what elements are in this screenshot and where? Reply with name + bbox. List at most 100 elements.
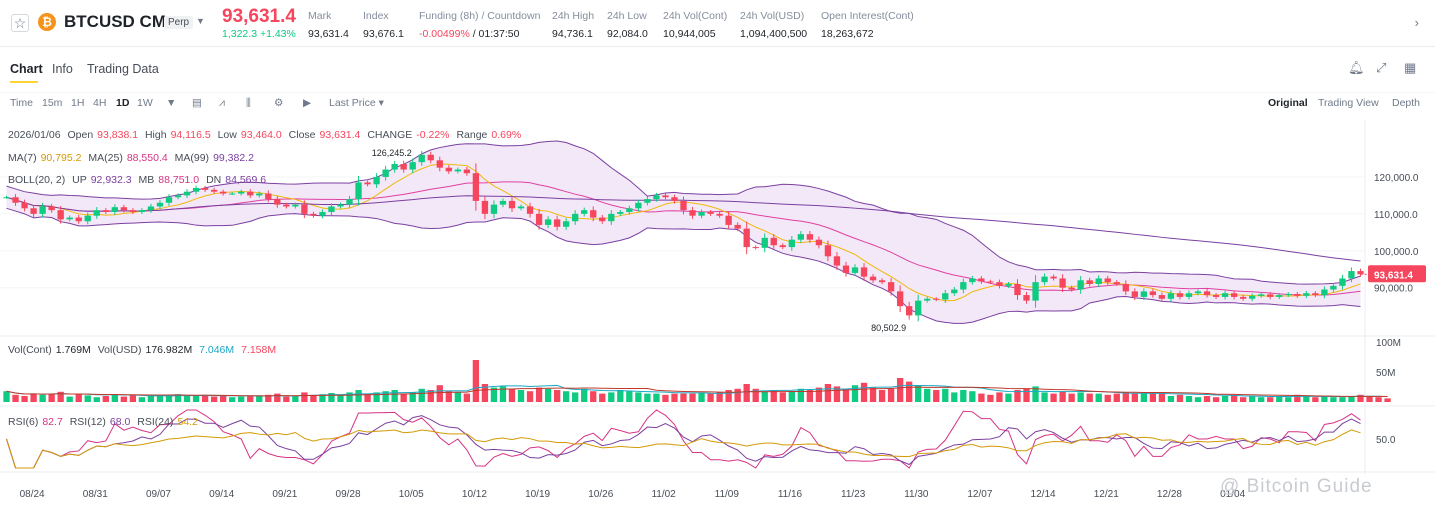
candle-body <box>1104 278 1111 283</box>
boll-dn-value: 84,569.6 <box>225 174 267 186</box>
candle-body <box>156 202 164 207</box>
candle-body <box>1095 278 1102 284</box>
volume-bar <box>1303 396 1310 402</box>
volume-ma-line <box>6 386 1388 397</box>
tab-chart[interactable]: Chart <box>10 62 43 76</box>
candle-body <box>238 191 245 194</box>
volume-bar <box>490 387 498 402</box>
candle-body <box>1059 278 1066 288</box>
volume-bar <box>716 392 723 402</box>
candle-body <box>662 195 669 198</box>
volume-bar <box>1005 393 1012 402</box>
fullscreen-icon[interactable]: ⤢ <box>1376 60 1387 75</box>
candle-body <box>608 213 615 222</box>
stat-value: 93,631.4 <box>308 28 349 40</box>
candle-body <box>382 169 389 177</box>
view-trading-view[interactable]: Trading View <box>1318 97 1379 109</box>
header-expand-icon[interactable]: › <box>1414 15 1419 30</box>
candle-body <box>301 204 308 214</box>
candle-body <box>653 195 660 200</box>
view-original[interactable]: Original <box>1268 97 1308 109</box>
volume-bar <box>310 394 317 402</box>
change-label: CHANGE <box>367 129 413 141</box>
volume-bar <box>229 397 236 402</box>
volume-bar <box>851 385 859 402</box>
volume-bar <box>301 392 308 402</box>
volume-bar <box>608 392 615 402</box>
candle-body <box>1122 284 1129 292</box>
calendar-icon[interactable]: ▤ <box>192 97 202 109</box>
stat-mark: Mark 93,631.4 <box>308 10 349 40</box>
volume-bar <box>436 385 443 402</box>
volume-bar <box>933 390 940 402</box>
x-tick-label: 09/14 <box>209 489 234 500</box>
volume-bar <box>183 395 191 402</box>
interval-1w[interactable]: 1W <box>137 97 153 109</box>
volume-bar <box>1122 392 1129 402</box>
settings-icon[interactable]: ⚙ <box>274 97 284 109</box>
interval-15m[interactable]: 15m <box>42 97 63 109</box>
candle-body <box>265 193 272 200</box>
symbol-name[interactable]: BTCUSD CM <box>64 12 166 31</box>
candle-body <box>1285 293 1292 296</box>
last-price: 93,631.4 <box>222 6 296 27</box>
x-tick-label: 11/23 <box>841 489 866 500</box>
candle-body <box>1303 293 1310 296</box>
interval-1h[interactable]: 1H <box>71 97 85 109</box>
interval-4h[interactable]: 4H <box>93 97 107 109</box>
candle-body <box>364 182 371 185</box>
x-tick-label: 01/04 <box>1220 489 1245 500</box>
candle-body <box>788 239 795 248</box>
volume-bar <box>906 381 913 402</box>
volume-bar <box>102 396 109 402</box>
interval-1d[interactable]: 1D <box>116 97 130 109</box>
candle-body <box>147 206 155 211</box>
tab-trading-data[interactable]: Trading Data <box>87 62 159 76</box>
volume-bar <box>1158 393 1166 402</box>
candle-type-icon[interactable]: ⫼ <box>246 97 251 109</box>
candle-body <box>698 212 705 216</box>
volume-bar <box>192 396 200 402</box>
price-chart[interactable]: 120,000.0 110,000.0 100,000.0 90,000.0 126,2… <box>0 120 1435 508</box>
favorite-star-icon[interactable]: ☆ <box>11 14 29 32</box>
vol-ma2-value: 7.158M <box>241 344 277 356</box>
y-tick-label: 120,000.0 <box>1374 173 1419 184</box>
candle-body <box>1276 295 1283 297</box>
volume-bar <box>93 397 100 402</box>
volume-bar <box>337 395 344 402</box>
bell-icon[interactable]: 🔔︎ <box>1348 60 1365 75</box>
y-tick-label: 100,000.0 <box>1374 247 1419 258</box>
volume-bar <box>887 388 895 402</box>
volume-bar <box>75 393 82 402</box>
candle-body <box>174 195 182 198</box>
tab-info[interactable]: Info <box>52 62 73 76</box>
rsi-12-line <box>6 415 1361 469</box>
replay-icon[interactable]: ▶ <box>303 97 312 109</box>
volume-bar <box>869 387 877 402</box>
volume-bar <box>1131 393 1138 402</box>
layout-grid-icon[interactable]: ▦ <box>1404 60 1417 75</box>
boll-dn-label: DN <box>206 174 222 186</box>
stat-value: 1,094,400,500 <box>740 28 808 40</box>
candle-body <box>1348 271 1355 279</box>
volume-bar <box>219 396 227 402</box>
indicator-icon[interactable]: ⩘ <box>219 97 225 109</box>
more-intervals-icon[interactable]: ▼ <box>166 97 177 109</box>
symbol-dropdown-icon[interactable]: ▼ <box>196 16 205 26</box>
y-tick-label: 90,000.0 <box>1374 284 1413 295</box>
volume-bar <box>174 394 182 402</box>
candle-body <box>851 267 859 273</box>
x-tick-label: 10/26 <box>588 489 613 500</box>
candle-body <box>490 204 498 214</box>
price-type-select[interactable]: Last Price ▾ <box>329 97 384 109</box>
candle-body <box>111 207 118 212</box>
vol-usd-value: 176.982M <box>145 344 193 356</box>
view-depth[interactable]: Depth <box>1392 97 1421 109</box>
volume-y-tick-label: 100M <box>1376 338 1401 349</box>
ma7-value: 90,795.2 <box>40 152 82 164</box>
volume-bar <box>463 393 471 402</box>
interval-time[interactable]: Time <box>10 97 33 109</box>
candle-body <box>1158 295 1166 299</box>
stat-value: 92,084.0 <box>607 28 648 40</box>
candle-body <box>1330 285 1337 290</box>
